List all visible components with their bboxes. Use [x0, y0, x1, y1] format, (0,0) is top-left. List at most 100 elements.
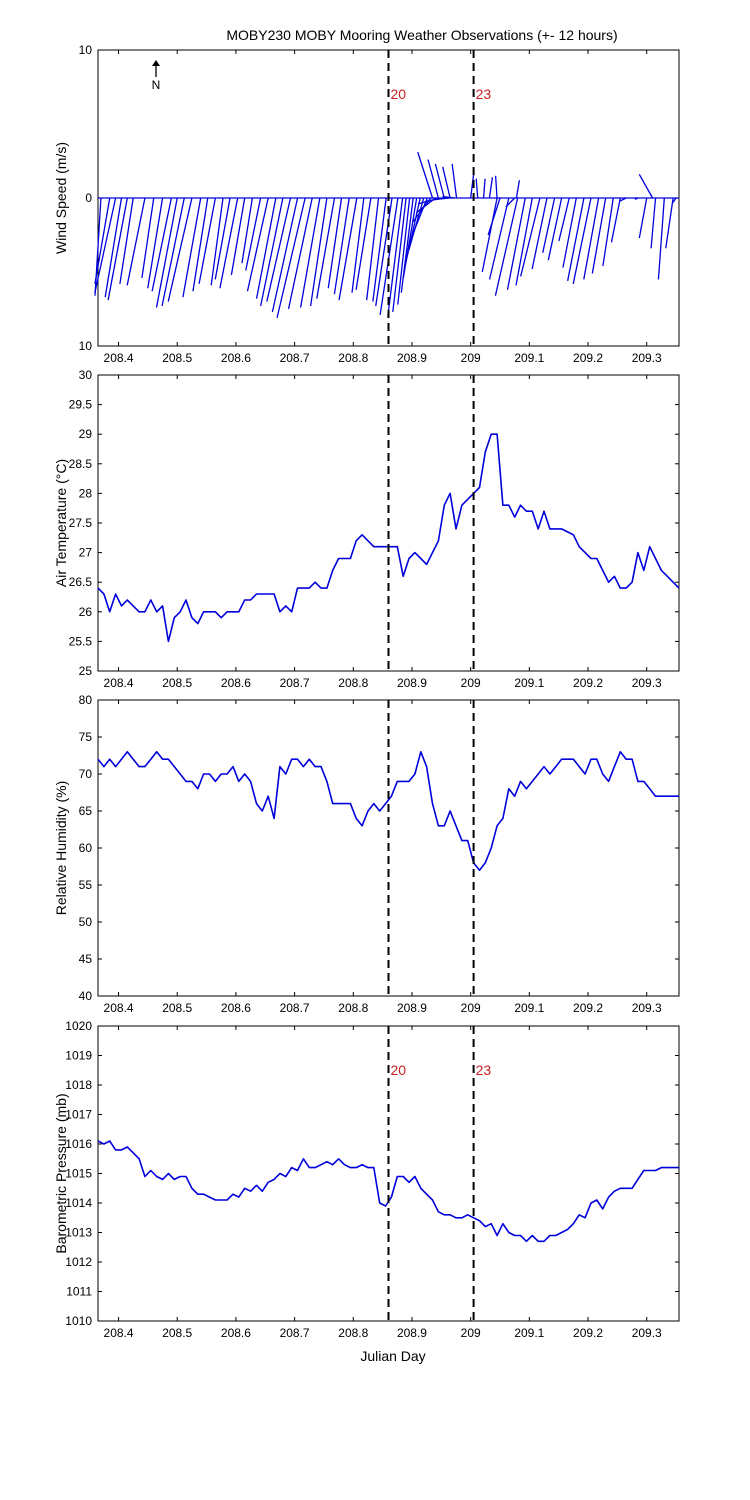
marker-label: 23 — [476, 86, 492, 102]
wind-stick — [520, 197, 541, 277]
wind-stick — [451, 163, 458, 199]
x-tick-label: 209 — [461, 351, 481, 365]
wind-stick — [355, 197, 372, 290]
wind-stick — [338, 197, 358, 301]
panels: 10 0 10 208.4 208.5 208.6 208.7 208.8 208.9 209 20… — [53, 43, 680, 1340]
wind-stick — [672, 197, 677, 203]
wind-stick — [379, 197, 399, 316]
wind-stick — [411, 197, 428, 236]
x-tick-label: 208.4 — [104, 1001, 134, 1015]
x-tick-label: 209.2 — [573, 1001, 603, 1015]
wind-stick — [387, 197, 404, 317]
wind-stick — [126, 197, 146, 286]
x-tick-label: 208.8 — [338, 351, 368, 365]
x-tick-label: 208.8 — [338, 1001, 368, 1015]
wind-stick — [230, 197, 246, 276]
y-tick-label: 70 — [79, 767, 93, 781]
x-tick-label: 208.8 — [338, 676, 368, 690]
wind-stick — [610, 197, 621, 243]
x-tick-label: 209.3 — [632, 676, 662, 690]
wind-stick — [246, 197, 269, 292]
y-tick-label: 27 — [79, 546, 93, 560]
north-label: N — [152, 78, 161, 92]
wind-stick — [219, 197, 239, 289]
panel-1: 25 25.5 26 26.5 27 27.5 28 28.5 29 29.5 30 208.4 208… — [53, 368, 680, 690]
wind-stick — [488, 197, 510, 280]
panel-2: 40 45 50 55 60 65 70 75 80 208.4 208.5 208.6 208.7 20… — [53, 693, 680, 1015]
y-tick-label: 1020 — [65, 1019, 92, 1033]
wind-stick — [506, 197, 526, 290]
wind-stick — [638, 197, 648, 239]
panel-0: 10 0 10 208.4 208.5 208.6 208.7 208.8 208.9 209 20… — [53, 43, 680, 365]
y-tick-label: 50 — [79, 915, 93, 929]
x-tick-label: 209.1 — [514, 1001, 544, 1015]
x-tick-label: 208.5 — [162, 676, 192, 690]
x-tick-label: 209.2 — [573, 676, 603, 690]
wind-stick — [487, 197, 501, 236]
wind-stick — [591, 197, 607, 274]
x-tick-label: 208.8 — [338, 1326, 368, 1340]
x-tick-label: 208.7 — [280, 1326, 310, 1340]
wind-stick — [155, 197, 178, 308]
wind-stick — [372, 197, 387, 302]
wind-stick — [427, 159, 440, 199]
x-tick-label: 208.7 — [280, 676, 310, 690]
wind-stick — [192, 197, 209, 292]
wind-stick — [167, 197, 193, 302]
wind-stick — [531, 197, 548, 270]
y-tick-label: 1018 — [65, 1078, 92, 1092]
wind-stick — [276, 197, 306, 319]
wind-stick — [434, 163, 445, 199]
y-tick-label: 10 — [79, 339, 93, 353]
y-axis-label: Wind Speed (m/s) — [53, 142, 69, 254]
x-tick-label: 209 — [461, 1001, 481, 1015]
wind-stick — [657, 197, 665, 280]
y-tick-label: 1014 — [65, 1196, 92, 1210]
wind-stick — [494, 175, 498, 199]
wind-stick — [650, 197, 657, 249]
wind-stick — [245, 197, 262, 271]
y-tick-label: 60 — [79, 841, 93, 855]
wind-stick — [481, 197, 498, 273]
wind-stick — [665, 197, 674, 249]
y-tick-label: 40 — [79, 989, 93, 1003]
wind-stick — [141, 197, 155, 279]
figure-title: MOBY230 MOBY Mooring Weather Observation… — [226, 27, 617, 43]
y-tick-label: 1010 — [65, 1314, 92, 1328]
x-tick-label: 208.4 — [104, 1326, 134, 1340]
x-tick-label: 208.5 — [162, 1326, 192, 1340]
wind-stick — [583, 197, 600, 280]
wind-stick — [638, 174, 654, 199]
wind-stick — [475, 178, 479, 199]
x-tick-label: 208.4 — [104, 351, 134, 365]
wind-stick — [567, 197, 585, 282]
wind-stick — [104, 197, 123, 298]
x-tick-label: 209.1 — [514, 676, 544, 690]
wind-stick — [266, 197, 292, 302]
wind-stick — [299, 197, 321, 308]
panel-3: 1010 1011 1012 1013 1014 1015 1016 1017 1018 1019… — [53, 1019, 680, 1340]
y-tick-label: 10 — [79, 43, 93, 57]
wind-stick — [198, 197, 217, 284]
wind-stick — [214, 197, 231, 280]
y-tick-label: 80 — [79, 693, 93, 707]
x-tick-label: 208.9 — [397, 351, 427, 365]
wind-stick — [547, 197, 563, 261]
y-tick-label: 1016 — [65, 1137, 92, 1151]
x-tick-label: 209.3 — [632, 1001, 662, 1015]
wind-stick — [107, 197, 128, 301]
x-tick-label: 209.1 — [514, 1326, 544, 1340]
wind-stick — [351, 197, 365, 293]
x-tick-label: 208.7 — [280, 1001, 310, 1015]
y-tick-label: 1013 — [65, 1226, 92, 1240]
y-axis-label: Air Temperature (°C) — [53, 459, 69, 587]
marker-label: 20 — [391, 1062, 407, 1078]
y-tick-label: 1017 — [65, 1108, 92, 1122]
wind-stick — [442, 166, 451, 199]
wind-stick — [482, 178, 486, 199]
x-tick-label: 209 — [461, 1326, 481, 1340]
wind-stick — [488, 177, 494, 199]
x-tick-label: 208.6 — [221, 351, 251, 365]
x-tick-label: 208.6 — [221, 1001, 251, 1015]
